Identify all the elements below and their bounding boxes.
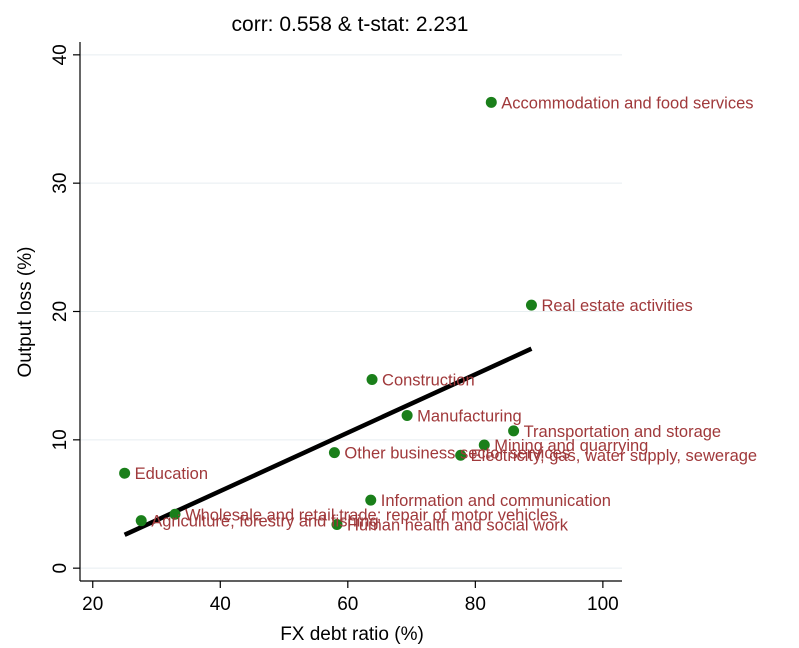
point-label-3: Manufacturing	[417, 407, 522, 425]
point-label-12: Human health and social work	[347, 517, 569, 535]
y-tick-label-0: 0	[50, 563, 71, 574]
point-label-11: Agriculture, forestry and fishing	[151, 513, 378, 531]
y-axis-label: Output loss (%)	[15, 247, 36, 378]
fit-line	[123, 346, 533, 537]
gridlines	[80, 54, 622, 569]
point-label-7: Other business sector services	[344, 445, 570, 463]
y-tick-label-40: 40	[50, 44, 71, 65]
data-point-10	[169, 508, 181, 520]
data-point-7	[328, 447, 340, 459]
x-axis-label: FX debt ratio (%)	[280, 624, 424, 645]
y-tick-label-10: 10	[50, 429, 71, 450]
data-point-11	[135, 515, 147, 527]
point-label-10: Wholesale and retail trade; repair of mo…	[185, 506, 557, 524]
x-tick-label-20: 20	[82, 594, 103, 615]
x-tick-label-100: 100	[587, 594, 619, 615]
point-label-4: Transportation and storage	[524, 423, 722, 441]
chart-title: corr: 0.558 & t-stat: 2.231	[232, 13, 469, 36]
data-point-5	[478, 439, 490, 451]
data-point-9	[365, 494, 377, 506]
point-label-5: Mining and quarrying	[494, 437, 648, 455]
point-label-8: Education	[135, 465, 208, 483]
data-point-6	[455, 449, 467, 461]
data-point-4	[508, 425, 520, 437]
data-point-1	[525, 299, 537, 311]
point-label-2: Construction	[382, 372, 475, 390]
point-labels-group: Accommodation and food services Real esta…	[135, 94, 757, 534]
fit-line-group	[123, 346, 533, 537]
data-point-8	[119, 467, 131, 479]
axes: 20 40 60 80 100 0 10 20 30 40	[50, 42, 622, 615]
data-point-2	[366, 374, 378, 386]
data-point-12	[331, 519, 343, 531]
point-label-9: Information and communication	[381, 492, 611, 510]
point-label-0: Accommodation and food services	[501, 94, 753, 112]
x-tick-label-60: 60	[337, 594, 358, 615]
x-tick-label-80: 80	[465, 594, 486, 615]
y-tick-label-20: 20	[50, 301, 71, 322]
point-label-1: Real estate activities	[541, 297, 692, 315]
data-point-0	[485, 96, 497, 108]
y-tick-label-30: 30	[50, 173, 71, 194]
x-tick-label-40: 40	[210, 594, 231, 615]
points-group	[119, 96, 537, 531]
point-label-6: Electricity, gas, water supply, sewerage	[471, 447, 757, 465]
data-point-3	[401, 409, 413, 421]
